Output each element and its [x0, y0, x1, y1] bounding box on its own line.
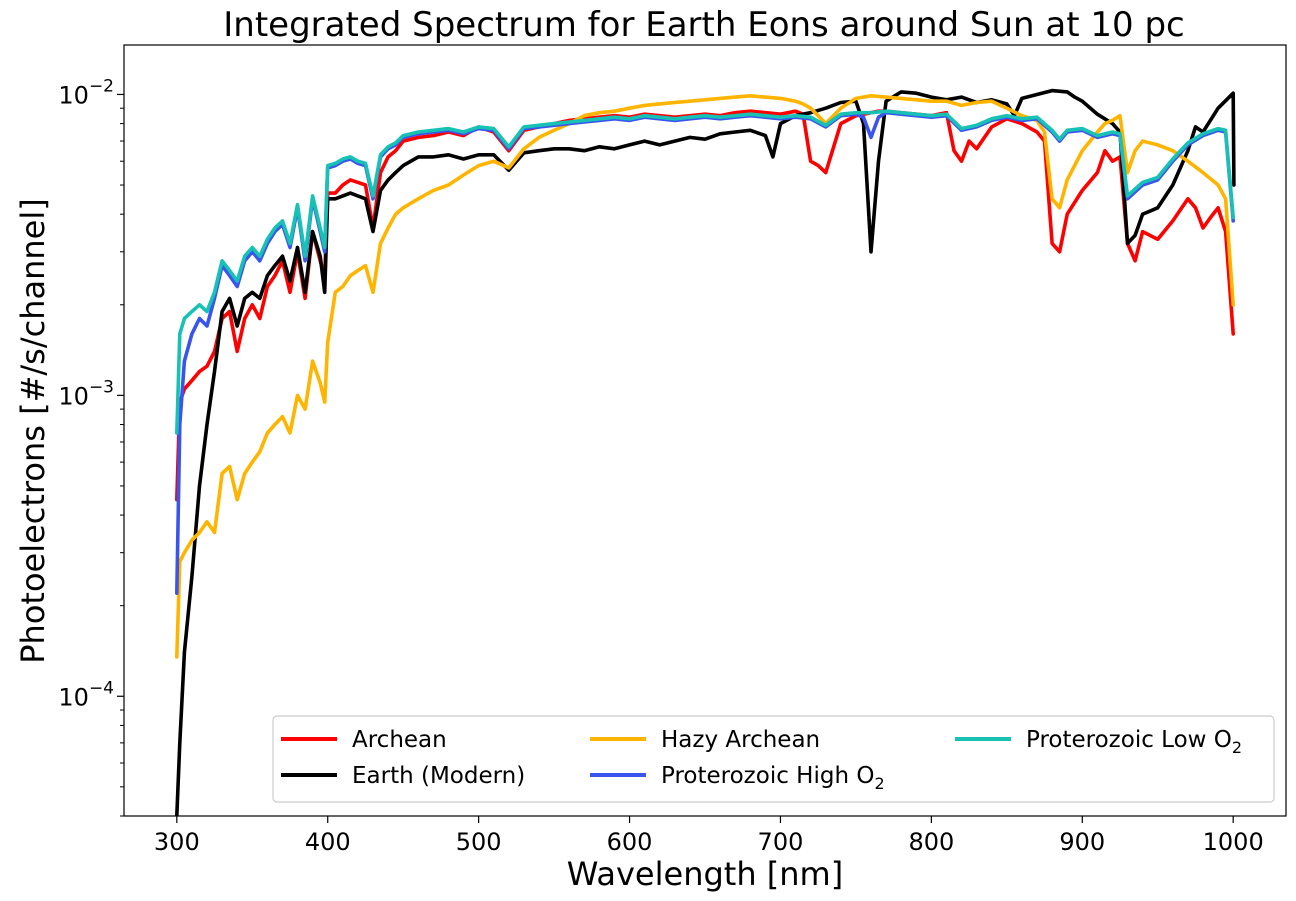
series-line-3: [175, 110, 1235, 595]
y-tick-label: 10−3: [58, 377, 114, 410]
y-axis-label: Photoelectrons [#/s/channel]: [14, 198, 52, 663]
series-line-2: [175, 94, 1235, 659]
series-line-4: [175, 109, 1235, 435]
legend-frame: [272, 715, 1275, 803]
plot-area: [175, 88, 1236, 816]
legend-label: Archean: [352, 727, 447, 753]
x-axis-label: Wavelength [nm]: [567, 855, 843, 893]
x-tick-label: 400: [305, 828, 351, 856]
x-tick-label: 900: [1059, 828, 1105, 856]
chart-title: Integrated Spectrum for Earth Eons aroun…: [223, 5, 1184, 45]
legend-label: Hazy Archean: [661, 727, 820, 753]
x-axis: 300 400 500 600 700 800 900 1000: [154, 816, 1264, 856]
plot-frame: [123, 44, 1287, 817]
x-tick-label: 800: [908, 828, 954, 856]
x-tick-label: 700: [758, 828, 804, 856]
y-axis: 10−4 10−3 10−2: [58, 76, 124, 817]
legend: Archean Earth (Modern) Hazy Archean Protero…: [272, 715, 1275, 803]
legend-label: Earth (Modern): [352, 763, 525, 789]
y-tick-label: 10−2: [58, 76, 114, 109]
legend-label: Proterozoic Low O2: [1026, 727, 1242, 757]
x-tick-label: 600: [607, 828, 653, 856]
x-tick-label: 1000: [1203, 828, 1264, 856]
x-tick-label: 500: [456, 828, 502, 856]
series-line-1: [175, 88, 1236, 816]
series-line-0: [175, 109, 1235, 502]
y-tick-label: 10−4: [58, 678, 114, 711]
legend-label: Proterozoic High O2: [661, 763, 885, 793]
x-tick-label: 300: [154, 828, 200, 856]
